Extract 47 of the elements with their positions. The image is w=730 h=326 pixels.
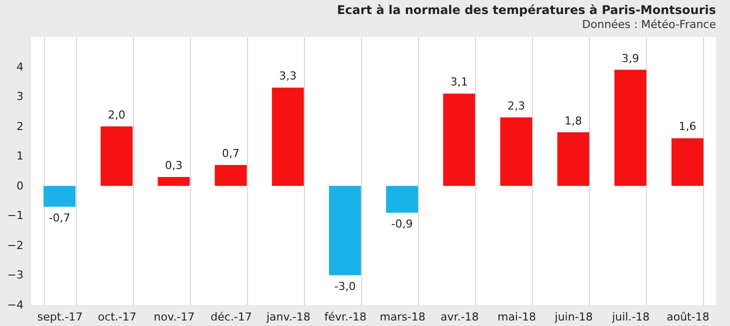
x-tick-label: déc.-17: [210, 310, 252, 324]
x-tick-label: août-18: [666, 310, 710, 324]
x-tick-label: oct.-17: [98, 310, 136, 324]
data-label: 0,3: [164, 158, 182, 172]
bar: [386, 186, 418, 213]
bar: [614, 70, 646, 186]
x-tick-label: sept.-17: [37, 310, 83, 324]
x-tick-label: mars-18: [380, 310, 426, 324]
y-tick-label: −1: [7, 209, 24, 222]
data-label: 3,9: [622, 52, 640, 65]
bar: [214, 165, 247, 186]
bar: [443, 94, 476, 186]
chart-title: Ecart à la normale des températures à Paris-Montsouris: [336, 3, 716, 17]
x-tick-label: juil.-18: [611, 310, 650, 324]
y-tick-label: 4: [16, 60, 24, 74]
data-label: 2,0: [108, 108, 126, 122]
data-label: -0,9: [391, 218, 413, 231]
bar: [671, 138, 704, 186]
y-tick-label: −3: [7, 268, 24, 282]
bar: [557, 132, 590, 186]
y-tick-label: 0: [16, 179, 24, 192]
x-tick-label: févr.-18: [324, 310, 367, 324]
data-label: 0,7: [222, 147, 240, 160]
y-tick-label: 3: [16, 90, 24, 104]
y-tick-label: 2: [16, 120, 24, 133]
data-label: 2,3: [507, 99, 525, 112]
data-label: 3,1: [450, 76, 468, 89]
bar: [158, 176, 190, 186]
bar: [100, 126, 133, 186]
data-label: -0,7: [48, 212, 70, 225]
bar: [44, 186, 76, 207]
bar: [500, 117, 532, 186]
x-tick-label: mai-18: [497, 310, 536, 324]
bar: [328, 186, 361, 276]
x-tick-label: avr.-18: [440, 310, 479, 324]
y-tick-label: 1: [16, 150, 24, 163]
data-label: 1,6: [678, 120, 696, 134]
y-tick-label: −2: [7, 238, 24, 252]
bar: [272, 88, 304, 186]
x-tick-label: juin-18: [554, 310, 593, 324]
x-tick-label: janv.-18: [265, 310, 310, 324]
data-label: 1,8: [564, 114, 582, 128]
y-tick-label: −4: [7, 298, 24, 312]
x-tick-label: nov.-17: [154, 310, 195, 324]
data-label: 3,3: [279, 70, 297, 83]
data-label: -3,0: [334, 280, 356, 294]
chart-subtitle: Données : Météo-France: [582, 18, 716, 31]
